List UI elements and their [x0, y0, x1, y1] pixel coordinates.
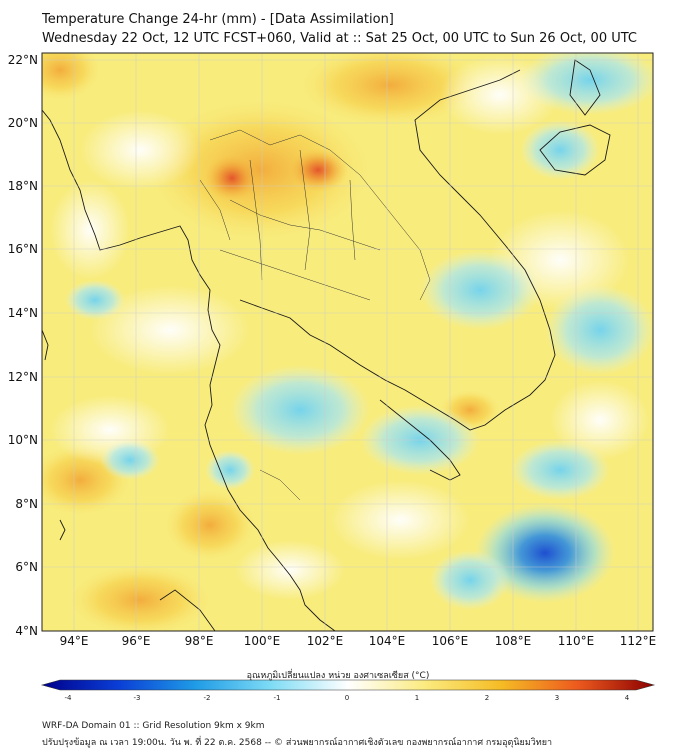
colorbar-tick-label: 0	[345, 694, 349, 702]
colorbar-tick-label: 1	[415, 694, 419, 702]
colorbar-scale	[40, 679, 656, 691]
lat-tick-label: 6°N	[15, 560, 38, 574]
lon-tick-label: 100°E	[244, 634, 281, 648]
map-title: Temperature Change 24-hr (mm) - [Data As…	[42, 12, 394, 27]
lon-tick-label: 96°E	[122, 634, 151, 648]
colorbar-tick-label: -4	[65, 694, 73, 702]
lon-tick-label: 98°E	[185, 634, 214, 648]
lat-tick-label: 4°N	[15, 624, 38, 638]
colorbar-tick-label: -2	[204, 694, 211, 702]
lat-tick-label: 10°N	[8, 433, 38, 447]
footer-model-info: WRF-DA Domain 01 :: Grid Resolution 9km …	[42, 721, 265, 731]
lon-tick-label: 102°E	[307, 634, 344, 648]
map-frame	[41, 52, 654, 632]
map-subtitle: Wednesday 22 Oct, 12 UTC FCST+060, Valid…	[42, 31, 638, 46]
field-layer	[42, 53, 653, 631]
lon-tick-label: 104°E	[369, 634, 406, 648]
colorbar-tick-label: 4	[625, 694, 630, 702]
lon-labels: 94°E 96°E 98°E 100°E 102°E 104°E 106°E 1…	[60, 634, 657, 648]
lat-tick-label: 22°N	[8, 53, 38, 67]
lat-tick-label: 18°N	[8, 179, 38, 193]
colorbar-label: อุณหภูมิเปลี่ยนแปลง หน่วย องศาเซลเซียส (…	[246, 671, 430, 681]
lon-tick-label: 106°E	[432, 634, 469, 648]
colorbar-tick-label: -1	[274, 694, 281, 702]
colorbar-tick-label: 2	[485, 694, 489, 702]
footer-credit: ปรับปรุงข้อมูล ณ เวลา 19:00น. วัน พ. ที่…	[42, 738, 553, 748]
graticule	[42, 53, 653, 631]
lat-tick-label: 8°N	[15, 497, 38, 511]
colorbar-tick-label: 3	[555, 694, 559, 702]
lat-labels: 22°N 20°N 18°N 16°N 14°N 12°N 10°N 8°N 6…	[8, 53, 38, 638]
lon-tick-label: 110°E	[558, 634, 595, 648]
province-borders	[199, 129, 431, 501]
colorbar: -4 -3 -2 -1 0 1 2 3 4	[40, 679, 656, 702]
lon-tick-label: 112°E	[620, 634, 657, 648]
lat-tick-label: 20°N	[8, 116, 38, 130]
lon-tick-label: 94°E	[60, 634, 89, 648]
colorbar-ticks: -4 -3 -2 -1 0 1 2 3 4	[65, 694, 630, 702]
lat-tick-label: 16°N	[8, 242, 38, 256]
lat-tick-label: 12°N	[8, 370, 38, 384]
colorbar-tick-label: -3	[134, 694, 141, 702]
lon-tick-label: 108°E	[495, 634, 532, 648]
lat-tick-label: 14°N	[8, 306, 38, 320]
